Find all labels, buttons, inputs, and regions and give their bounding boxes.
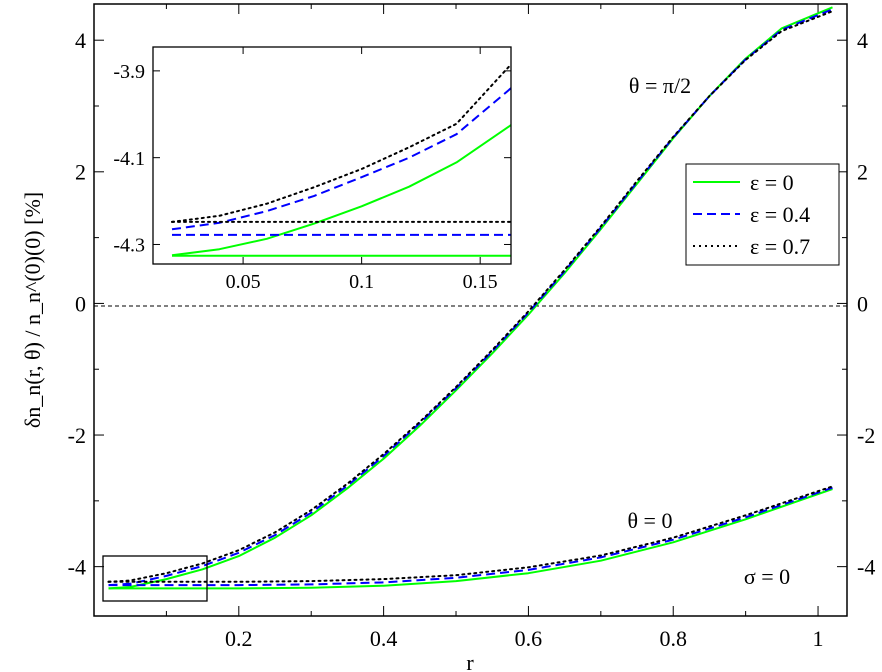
x-axis-label: r: [466, 650, 474, 672]
annotation-sigma-zero: σ = 0: [744, 564, 790, 589]
series-line-0-0-7: [107, 485, 834, 583]
main-plot: 0.2 0.4 0.6 0.8 1 4 4 2 2 0 0 -2 -2 -4 -4 r δn_n(r, θ)…: [20, 3, 875, 672]
zoom-region-box: [102, 555, 208, 602]
y-tick-label: -4.3: [113, 235, 145, 257]
main-series: [107, 6, 834, 590]
y-tick-label-right: -2: [857, 423, 875, 448]
legend-label-eps-0: ε = 0: [750, 170, 794, 195]
y-tick-label: 4: [75, 28, 86, 53]
inset-frame: [152, 46, 512, 265]
annotation-theta-pi-half: θ = π/2: [629, 73, 691, 98]
legend-label-eps-0-4: ε = 0.4: [750, 202, 810, 227]
x-tick-label: 0.4: [370, 626, 398, 651]
series-line-2-0-7: [171, 63, 511, 223]
y-tick-label-right: 0: [857, 291, 868, 316]
x-tick-label: 1: [813, 626, 824, 651]
y-tick-label-right: 4: [857, 28, 868, 53]
series-line-2-0-7: [107, 10, 834, 583]
x-tick-label: 0.05: [226, 271, 261, 293]
y-tick-label-right: 2: [857, 160, 868, 185]
plot-frame: [93, 3, 848, 617]
y-tick-label-right: -4: [857, 555, 875, 580]
annotation-theta-zero: θ = 0: [628, 508, 673, 533]
y-tick-label: -3.9: [113, 61, 145, 83]
series-line-2-0: [171, 124, 511, 257]
series-line-2-0-4: [171, 87, 511, 231]
y-tick-label: -2: [68, 423, 86, 448]
x-tick-label: 0.8: [659, 626, 687, 651]
x-tick-label: 0.2: [225, 626, 253, 651]
legend-label-eps-0-7: ε = 0.7: [750, 234, 810, 259]
series-line-0-0: [108, 488, 833, 590]
y-tick-label: -4: [68, 555, 86, 580]
y-axis-label: δn_n(r, θ) / n_n^(0)(0) [%]: [20, 192, 45, 428]
x-tick-label: 0.1: [349, 271, 374, 293]
inset-background: [153, 47, 511, 264]
y-tick-label: 0: [75, 291, 86, 316]
y-tick-label: -4.1: [113, 148, 145, 170]
inset-ticks: 0.05 0.1 0.15 -3.9 -4.1 -4.3: [113, 47, 511, 293]
inset-series: [171, 63, 511, 257]
inset-plot: 0.05 0.1 0.15 -3.9 -4.1 -4.3: [113, 46, 512, 293]
main-ticks: 0.2 0.4 0.6 0.8 1 4 4 2 2 0 0 -2 -2 -4 -4: [68, 4, 875, 651]
y-tick-label: 2: [75, 160, 86, 185]
legend: ε = 0 ε = 0.4 ε = 0.7: [685, 163, 840, 266]
series-line-0-0-4: [108, 486, 833, 587]
x-tick-label: 0.6: [515, 626, 543, 651]
x-tick-label: 0.15: [463, 271, 498, 293]
